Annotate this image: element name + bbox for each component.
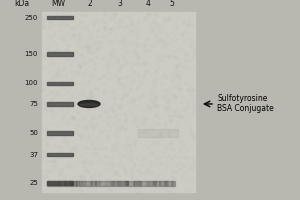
Text: BSA Conjugate: BSA Conjugate xyxy=(217,104,274,113)
Text: 3: 3 xyxy=(118,0,122,8)
Text: 75: 75 xyxy=(29,101,38,107)
Bar xyxy=(47,82,73,85)
Bar xyxy=(125,181,128,185)
Bar xyxy=(78,181,82,185)
Bar xyxy=(76,181,77,185)
Bar xyxy=(164,181,166,185)
Bar xyxy=(154,181,156,185)
Bar xyxy=(64,181,66,185)
Text: 100: 100 xyxy=(25,80,38,86)
Ellipse shape xyxy=(78,100,100,107)
Bar xyxy=(152,181,153,185)
Bar xyxy=(47,16,73,19)
Text: 25: 25 xyxy=(29,180,38,186)
Text: 37: 37 xyxy=(29,152,38,158)
Ellipse shape xyxy=(80,104,98,106)
Text: 4: 4 xyxy=(146,0,150,8)
Bar xyxy=(165,181,167,185)
Bar xyxy=(138,129,178,137)
Bar xyxy=(48,181,52,185)
Bar xyxy=(151,181,154,185)
Bar xyxy=(117,181,121,185)
Bar xyxy=(70,181,72,185)
Bar xyxy=(110,181,114,185)
Text: 5: 5 xyxy=(169,0,174,8)
Bar xyxy=(94,181,96,185)
Bar xyxy=(127,181,128,185)
Bar xyxy=(82,181,86,185)
Bar xyxy=(47,181,175,186)
Bar xyxy=(47,181,50,185)
Bar xyxy=(155,181,156,185)
Text: 250: 250 xyxy=(25,15,38,21)
Bar xyxy=(159,181,160,185)
Bar xyxy=(88,181,92,185)
Bar xyxy=(164,181,168,185)
Text: 150: 150 xyxy=(25,51,38,57)
Bar xyxy=(118,181,122,185)
Bar xyxy=(91,181,92,185)
Bar xyxy=(80,181,82,185)
Bar xyxy=(159,181,162,185)
Bar xyxy=(69,181,72,185)
Bar xyxy=(105,181,108,185)
Bar xyxy=(134,181,137,185)
Bar xyxy=(146,181,150,185)
Text: Sulfotyrosine: Sulfotyrosine xyxy=(217,94,267,103)
Bar xyxy=(75,181,79,185)
Bar xyxy=(47,131,73,135)
Bar xyxy=(73,181,75,185)
Bar xyxy=(98,181,99,185)
Bar xyxy=(76,181,77,185)
Bar xyxy=(58,181,60,185)
Text: kDa: kDa xyxy=(14,0,30,8)
Bar xyxy=(64,181,66,185)
Bar xyxy=(70,181,72,185)
Bar xyxy=(119,181,123,185)
Text: MW: MW xyxy=(51,0,65,8)
Bar xyxy=(140,181,141,185)
Bar xyxy=(47,153,73,156)
Bar xyxy=(47,102,73,106)
Bar xyxy=(117,181,119,185)
Bar xyxy=(134,181,136,185)
Bar xyxy=(171,181,173,185)
Bar xyxy=(123,181,127,185)
Bar xyxy=(95,181,98,185)
Bar xyxy=(66,181,68,185)
Bar xyxy=(47,52,73,56)
Bar xyxy=(47,181,73,185)
Bar xyxy=(153,181,154,185)
Bar xyxy=(136,181,139,185)
Bar xyxy=(138,181,141,185)
Bar xyxy=(73,181,76,185)
Bar xyxy=(159,181,161,185)
Bar xyxy=(58,181,60,185)
Bar xyxy=(94,181,96,185)
Bar xyxy=(125,181,128,185)
Text: 50: 50 xyxy=(29,130,38,136)
Bar xyxy=(70,181,73,185)
Bar xyxy=(55,181,57,185)
Text: 2: 2 xyxy=(88,0,92,8)
Bar xyxy=(146,181,149,185)
Bar xyxy=(99,181,100,185)
Bar xyxy=(42,12,195,192)
Bar xyxy=(133,181,134,185)
Bar xyxy=(83,181,85,185)
Bar xyxy=(112,181,116,185)
Bar xyxy=(51,181,54,185)
